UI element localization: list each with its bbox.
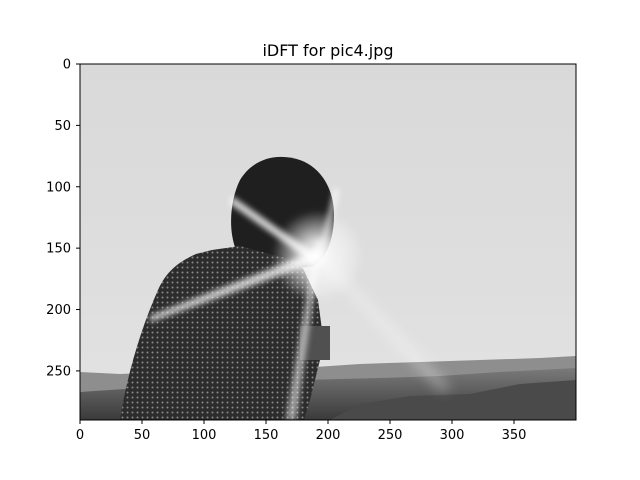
- lens-flare: [150, 188, 452, 420]
- x-tick-label: 100: [192, 428, 217, 443]
- y-tick-label: 0: [63, 58, 71, 73]
- y-axis: 0 50 100 150 200 250: [46, 58, 80, 379]
- x-tick-label: 350: [502, 428, 527, 443]
- chart-title: iDFT for pic4.jpg: [262, 41, 393, 60]
- y-tick-label: 150: [46, 242, 71, 257]
- image-plot-area: [80, 64, 576, 420]
- x-tick-label: 0: [76, 428, 84, 443]
- x-tick-label: 200: [316, 428, 341, 443]
- x-tick-label: 250: [378, 428, 403, 443]
- x-tick-label: 50: [134, 428, 151, 443]
- y-tick-label: 50: [54, 119, 71, 134]
- x-tick-label: 300: [440, 428, 465, 443]
- x-axis: 0 50 100 150 200 250 300 350: [76, 420, 527, 443]
- x-tick-label: 150: [254, 428, 279, 443]
- y-tick-label: 200: [46, 303, 71, 318]
- y-tick-label: 100: [46, 180, 71, 195]
- y-tick-label: 250: [46, 364, 71, 379]
